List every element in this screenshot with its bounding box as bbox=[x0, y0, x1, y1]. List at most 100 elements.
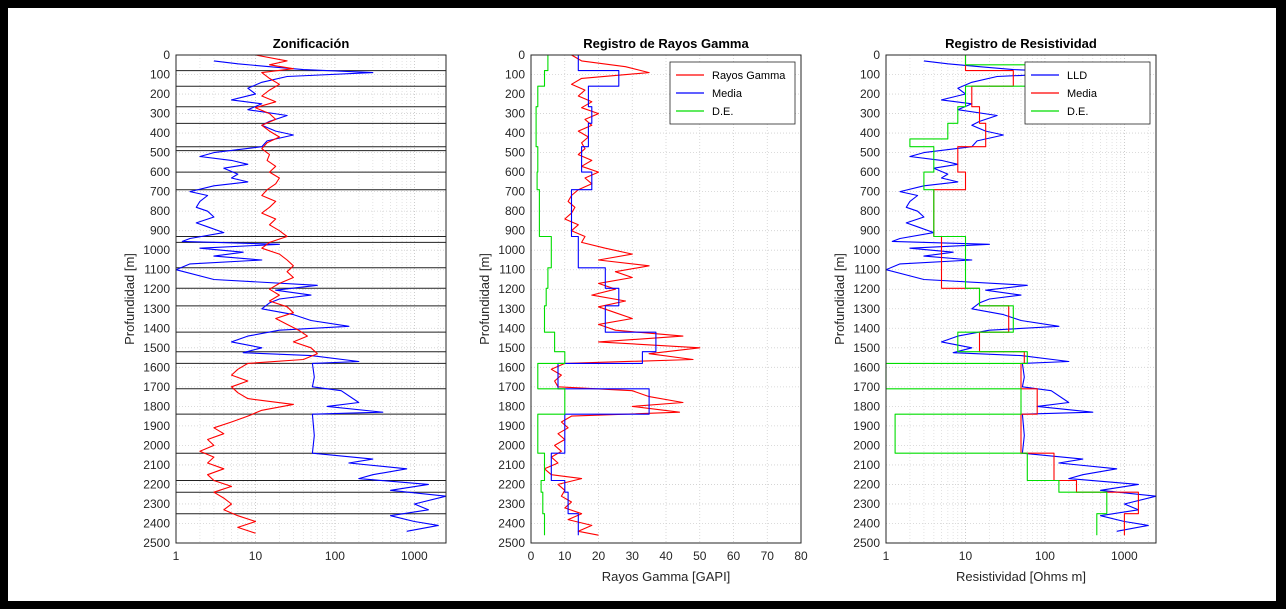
y-tick-label: 2000 bbox=[498, 438, 525, 452]
y-tick-label: 100 bbox=[860, 68, 880, 82]
y-tick-label: 2300 bbox=[853, 497, 880, 511]
y-tick-label: 200 bbox=[860, 87, 880, 101]
series-line-d-e- bbox=[535, 55, 566, 536]
x-tick-label: 1000 bbox=[401, 549, 428, 563]
y-tick-label: 900 bbox=[505, 224, 525, 238]
y-tick-label: 700 bbox=[150, 185, 170, 199]
y-tick-label: 0 bbox=[518, 48, 525, 62]
y-tick-label: 2200 bbox=[853, 477, 880, 491]
series-line-d-e- bbox=[885, 55, 1108, 536]
legend-label: D.E. bbox=[1067, 106, 1088, 118]
y-tick-label: 1600 bbox=[143, 360, 170, 374]
y-tick-label: 2400 bbox=[853, 516, 880, 530]
y-tick-label: 2000 bbox=[853, 438, 880, 452]
legend-label: D.E. bbox=[712, 106, 733, 118]
chart-title: Zonificación bbox=[273, 36, 350, 51]
y-tick-label: 1400 bbox=[143, 321, 170, 335]
series-line-2 bbox=[199, 54, 318, 534]
y-tick-label: 2500 bbox=[498, 536, 525, 550]
y-tick-label: 1200 bbox=[143, 282, 170, 296]
y-tick-label: 1900 bbox=[143, 419, 170, 433]
chart-title: Registro de Rayos Gamma bbox=[583, 36, 749, 51]
y-tick-label: 1800 bbox=[853, 399, 880, 413]
y-tick-label: 700 bbox=[505, 185, 525, 199]
y-tick-label: 800 bbox=[150, 204, 170, 218]
y-tick-label: 1300 bbox=[853, 302, 880, 316]
y-tick-label: 1600 bbox=[498, 360, 525, 374]
y-tick-label: 900 bbox=[860, 224, 880, 238]
x-tick-label: 20 bbox=[592, 549, 606, 563]
y-tick-label: 400 bbox=[860, 126, 880, 140]
y-tick-label: 2300 bbox=[498, 497, 525, 511]
series-line-lld bbox=[885, 60, 1157, 532]
y-tick-label: 1500 bbox=[498, 341, 525, 355]
legend-label: Rayos Gamma bbox=[712, 70, 786, 82]
y-tick-label: 2300 bbox=[143, 497, 170, 511]
y-tick-label: 500 bbox=[505, 146, 525, 160]
figure: 0100200300400500600700800900100011001200… bbox=[122, 36, 1157, 584]
x-axis-label: Rayos Gamma [GAPI] bbox=[602, 569, 731, 584]
legend-label: Media bbox=[712, 88, 743, 100]
x-axis-label: Resistividad [Ohms m] bbox=[956, 569, 1086, 584]
y-tick-label: 1700 bbox=[498, 380, 525, 394]
y-tick-label: 300 bbox=[150, 107, 170, 121]
y-tick-label: 1800 bbox=[498, 399, 525, 413]
y-tick-label: 1500 bbox=[143, 341, 170, 355]
y-tick-label: 2400 bbox=[498, 516, 525, 530]
y-tick-label: 1300 bbox=[498, 302, 525, 316]
y-tick-label: 500 bbox=[150, 146, 170, 160]
chart-panel-1: 0100200300400500600700800900100011001200… bbox=[122, 36, 447, 563]
y-tick-label: 1700 bbox=[143, 380, 170, 394]
y-tick-label: 1000 bbox=[853, 243, 880, 257]
y-tick-label: 200 bbox=[150, 87, 170, 101]
axes-box bbox=[885, 54, 1157, 544]
y-tick-label: 600 bbox=[150, 165, 170, 179]
y-axis-label: Profundidad [m] bbox=[122, 253, 137, 345]
y-tick-label: 400 bbox=[150, 126, 170, 140]
y-tick-label: 200 bbox=[505, 87, 525, 101]
y-tick-label: 1200 bbox=[498, 282, 525, 296]
axes-box bbox=[175, 54, 447, 544]
x-tick-label: 0 bbox=[528, 549, 535, 563]
y-tick-label: 1300 bbox=[143, 302, 170, 316]
y-tick-label: 2100 bbox=[498, 458, 525, 472]
y-tick-label: 1900 bbox=[498, 419, 525, 433]
y-tick-label: 100 bbox=[150, 68, 170, 82]
y-tick-label: 1000 bbox=[143, 243, 170, 257]
y-tick-label: 1100 bbox=[499, 263, 525, 277]
x-tick-label: 100 bbox=[325, 549, 345, 563]
axes-box bbox=[530, 54, 802, 544]
y-tick-label: 1200 bbox=[853, 282, 880, 296]
y-tick-label: 900 bbox=[150, 224, 170, 238]
y-tick-label: 800 bbox=[860, 204, 880, 218]
y-tick-label: 400 bbox=[505, 126, 525, 140]
x-tick-label: 10 bbox=[959, 549, 973, 563]
y-tick-label: 1500 bbox=[853, 341, 880, 355]
y-tick-label: 1400 bbox=[498, 321, 525, 335]
y-tick-label: 1100 bbox=[854, 263, 880, 277]
y-tick-label: 0 bbox=[163, 48, 170, 62]
x-tick-label: 40 bbox=[659, 549, 673, 563]
y-axis-label: Profundidad [m] bbox=[477, 253, 492, 345]
y-tick-label: 600 bbox=[505, 165, 525, 179]
y-tick-label: 2200 bbox=[498, 477, 525, 491]
y-tick-label: 700 bbox=[860, 185, 880, 199]
y-tick-label: 1700 bbox=[853, 380, 880, 394]
y-tick-label: 2100 bbox=[143, 458, 170, 472]
x-tick-label: 1 bbox=[173, 549, 180, 563]
y-tick-label: 2400 bbox=[143, 516, 170, 530]
y-tick-label: 2500 bbox=[143, 536, 170, 550]
x-tick-label: 80 bbox=[794, 549, 808, 563]
x-tick-label: 70 bbox=[761, 549, 775, 563]
y-tick-label: 100 bbox=[505, 68, 525, 82]
y-axis-label: Profundidad [m] bbox=[832, 253, 847, 345]
y-tick-label: 1900 bbox=[853, 419, 880, 433]
x-tick-label: 1 bbox=[883, 549, 890, 563]
y-tick-label: 2200 bbox=[143, 477, 170, 491]
y-tick-label: 2100 bbox=[853, 458, 880, 472]
legend-label: Media bbox=[1067, 88, 1098, 100]
y-tick-label: 1400 bbox=[853, 321, 880, 335]
chart-panel-2: 0100200300400500600700800900100011001200… bbox=[477, 36, 808, 584]
x-tick-label: 30 bbox=[626, 549, 640, 563]
chart-panel-3: 0100200300400500600700800900100011001200… bbox=[832, 36, 1157, 584]
